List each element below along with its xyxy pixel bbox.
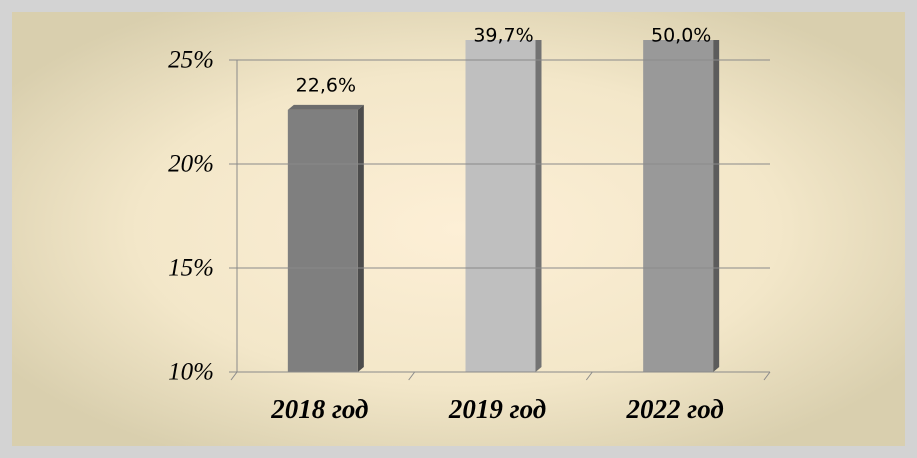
x-tick: [408, 371, 416, 381]
bar: [465, 40, 536, 373]
bar-side: [357, 104, 364, 373]
bars: [287, 40, 720, 373]
x-tick: [230, 371, 238, 381]
x-tick-label: 2018 год: [270, 394, 368, 424]
x-tick: [763, 371, 771, 381]
y-tick-label: 25%: [168, 47, 214, 74]
y-tick-label: 10%: [168, 359, 214, 386]
bar-side: [713, 40, 720, 372]
value-label: 22,6%: [296, 74, 356, 96]
value-label: 50,0%: [651, 25, 711, 47]
x-tick-label: 2022 год: [626, 394, 724, 424]
y-tick-label: 15%: [168, 255, 214, 282]
bar-top: [287, 104, 364, 110]
y-tick-label: 20%: [168, 151, 214, 178]
bar-side: [535, 40, 542, 372]
x-tick: [585, 371, 593, 381]
value-label: 39,7%: [473, 25, 533, 47]
bar: [643, 40, 714, 372]
panel: [12, 12, 905, 446]
x-tick-label: 2019 год: [448, 394, 546, 424]
bar: [287, 109, 358, 373]
